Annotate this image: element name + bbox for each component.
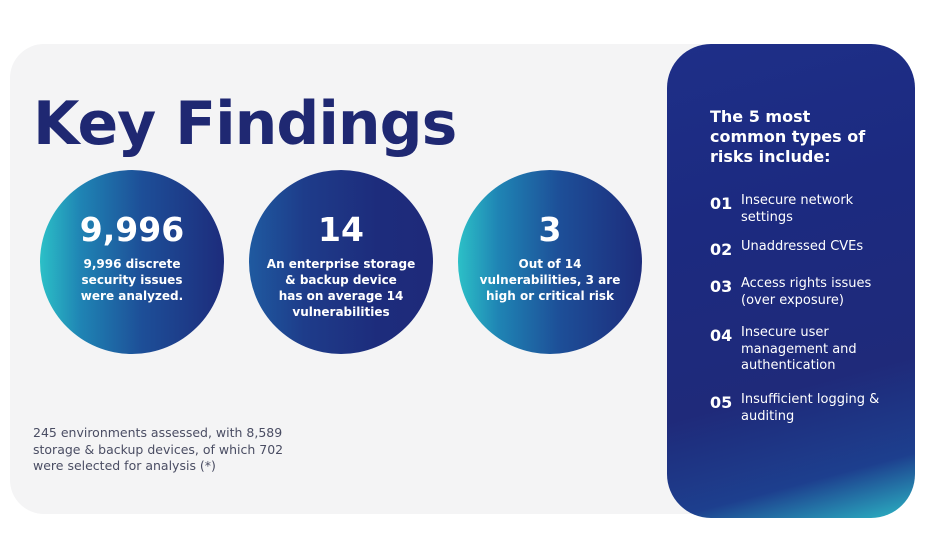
risk-number: 01	[710, 194, 733, 213]
risk-number: 02	[710, 240, 733, 259]
stat-circle-issues: 9,996 9,996 discrete security issues wer…	[40, 170, 224, 354]
footnote: 245 environments assessed, with 8,589 st…	[33, 425, 284, 473]
stat-value: 9,996	[79, 210, 185, 249]
risk-label: Access rights issues (over exposure)	[741, 276, 872, 308]
stat-value: 3	[538, 210, 562, 249]
stat-description: An enterprise storage & backup device ha…	[266, 257, 416, 319]
risk-label: Insecure network settings	[741, 193, 854, 225]
risk-item: 04 Insecure user management and authenti…	[710, 325, 857, 375]
risk-number: 04	[710, 326, 733, 345]
stat-circle-vulnerabilities: 14 An enterprise storage & backup device…	[249, 170, 433, 354]
risk-types-card: The 5 most common types of risks include…	[667, 44, 915, 518]
stat-description: Out of 14 vulnerabilities, 3 are high or…	[479, 257, 621, 303]
stat-value: 14	[318, 210, 364, 249]
risk-number: 05	[710, 393, 733, 412]
risk-item: 01 Insecure network settings	[710, 193, 853, 226]
risk-label: Insufficient logging & auditing	[741, 392, 880, 424]
risk-heading: The 5 most common types of risks include…	[710, 107, 866, 166]
stat-description: 9,996 discrete security issues were anal…	[80, 257, 184, 303]
page-title: Key Findings	[33, 89, 457, 159]
risk-label: Unaddressed CVEs	[741, 239, 864, 254]
risk-item: 02 Unaddressed CVEs	[710, 239, 863, 258]
risk-label: Insecure user management and authenticat…	[741, 325, 857, 373]
stat-circle-critical-risk: 3 Out of 14 vulnerabilities, 3 are high …	[458, 170, 642, 354]
risk-item: 03 Access rights issues (over exposure)	[710, 276, 871, 309]
risk-item: 05 Insufficient logging & auditing	[710, 392, 879, 425]
risk-number: 03	[710, 277, 733, 296]
